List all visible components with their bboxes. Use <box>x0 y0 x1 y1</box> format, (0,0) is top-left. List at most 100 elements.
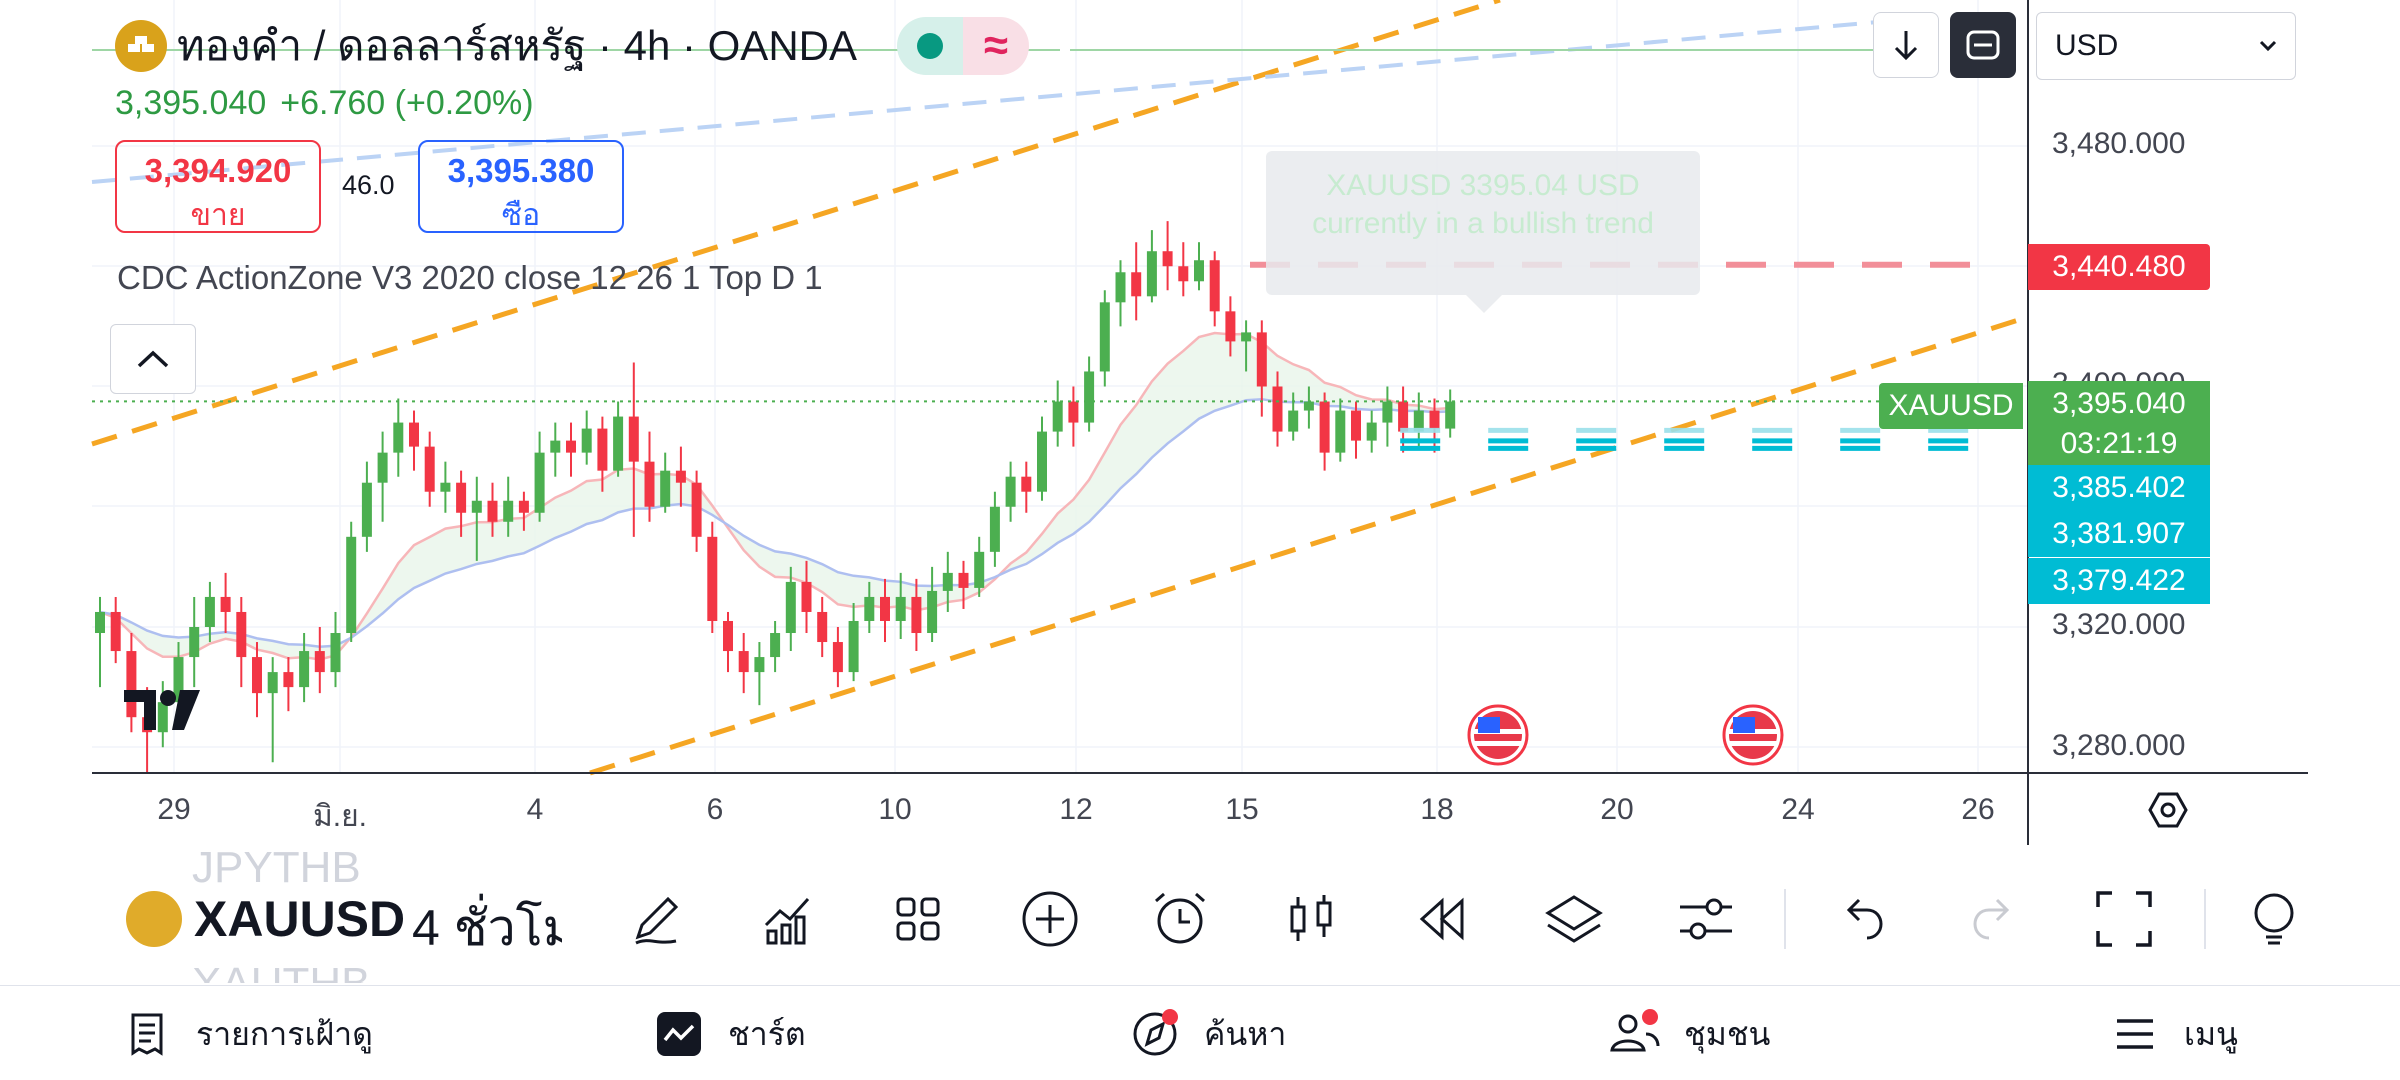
candle <box>832 627 843 688</box>
trend-tooltip: XAUUSD 3395.04 USD currently in a bullis… <box>1266 151 1700 313</box>
nav-label: เมนู <box>2184 1015 2238 1052</box>
idea-icon[interactable] <box>2242 885 2302 953</box>
nav-watchlist[interactable]: รายการเฝ้าดู <box>120 1006 373 1062</box>
candle-body <box>377 452 388 483</box>
add-icon[interactable] <box>1016 885 1084 953</box>
candle <box>958 560 969 609</box>
symbol-price-tag: XAUUSD <box>1879 383 2023 429</box>
candle-body <box>95 611 105 634</box>
indicators-icon[interactable] <box>754 885 822 953</box>
candle-body <box>958 572 969 588</box>
candle <box>409 410 419 471</box>
candle-body <box>393 422 404 453</box>
scroll-down-button[interactable] <box>1873 12 1939 78</box>
cyan-level-tag: 3,381.907 <box>2028 511 2210 557</box>
candle <box>330 611 341 688</box>
ema-fast-line <box>99 331 1451 661</box>
candle-body <box>126 651 137 718</box>
candle-body <box>110 611 121 652</box>
date-tick: 24 <box>1781 793 1815 826</box>
symbol-scroller-prev: JPYTHB <box>192 843 361 883</box>
candle <box>880 578 890 643</box>
date-tick: มิ.ย. <box>312 800 368 833</box>
candle-body <box>1178 266 1189 282</box>
nav-explore[interactable]: ค้นหา <box>1128 1006 1286 1062</box>
price-tick: 3,480.000 <box>2052 127 2186 160</box>
date-tick: 4 <box>526 793 544 826</box>
candle <box>1178 242 1189 297</box>
candle-body <box>1131 272 1142 297</box>
date-tick: 15 <box>1225 793 1259 826</box>
indicator-legend[interactable]: CDC ActionZone V3 2020 close 12 26 1 Top… <box>117 259 823 296</box>
candle-body <box>675 470 686 483</box>
candle-body <box>1209 260 1220 312</box>
candle <box>848 602 859 682</box>
fullscreen-icon[interactable] <box>2090 885 2158 953</box>
candle <box>550 422 561 477</box>
candle <box>95 596 105 688</box>
candle-body <box>644 461 655 507</box>
candle <box>252 642 262 718</box>
undo-icon[interactable] <box>1828 885 1896 953</box>
price-tick: 3,280.000 <box>2052 729 2186 762</box>
nav-community[interactable]: ชุมชน <box>1608 1006 1770 1062</box>
pencil-icon[interactable] <box>622 885 690 953</box>
replay-icon[interactable] <box>1408 885 1476 953</box>
candle <box>1068 386 1079 447</box>
community-icon <box>1608 1007 1662 1061</box>
candle <box>660 452 671 513</box>
candle <box>314 627 325 694</box>
alert-icon[interactable] <box>1146 885 1214 953</box>
symbol-selector[interactable]: XAUUSD <box>126 889 406 949</box>
fit-screen-button[interactable] <box>1950 12 2016 78</box>
collapse-legend-button[interactable] <box>110 324 196 394</box>
candle <box>1319 392 1330 471</box>
settings-icon[interactable] <box>1672 885 1740 953</box>
currency-select[interactable]: USD <box>2036 12 2296 80</box>
candle <box>707 521 718 634</box>
us-flag-event-icon <box>1467 704 1529 766</box>
notification-dot <box>1162 1009 1178 1025</box>
candle-body <box>1241 332 1252 342</box>
candle <box>817 596 828 658</box>
candle-body <box>1272 386 1283 432</box>
tooltip-line-2: currently in a bullish trend <box>1312 207 1654 240</box>
sell-button[interactable]: 3,394.920 ขาย <box>115 140 321 233</box>
candle-body <box>424 446 435 492</box>
redo-icon[interactable] <box>1960 885 2028 953</box>
gold-coin-icon <box>126 891 182 947</box>
candle <box>1382 386 1393 447</box>
candle <box>1194 242 1204 291</box>
chart-type-icon[interactable] <box>1278 885 1346 953</box>
buy-button[interactable]: 3,395.380 ซือ <box>418 140 624 233</box>
candle <box>1413 392 1424 447</box>
bottom-navigation: รายการเฝ้าดู ชาร์ต ค้นหา ชุมชน <box>0 985 2400 1080</box>
market-status-pill[interactable]: ≈ <box>897 17 1029 75</box>
templates-icon[interactable] <box>884 885 952 953</box>
symbol-header[interactable]: ทองคำ / ดอลลาร์สหรัฐ · 4h · OANDA ≈ <box>115 17 1029 75</box>
chart-settings-button[interactable] <box>2146 788 2190 832</box>
candle-body <box>1445 401 1456 429</box>
candle <box>487 482 498 537</box>
candle-body <box>252 657 262 694</box>
candle <box>346 521 357 643</box>
nav-label: รายการเฝ้าดู <box>196 1015 373 1052</box>
interval-selector[interactable]: 4 ชั่วโมง <box>412 900 562 949</box>
sell-label: ขาย <box>190 199 246 232</box>
candle <box>126 633 137 733</box>
chevron-up-icon <box>137 350 169 368</box>
layers-icon[interactable] <box>1540 885 1608 953</box>
candle-body <box>1115 272 1126 303</box>
candle-body <box>581 428 592 453</box>
toolbar-divider <box>2204 889 2206 949</box>
candle-body <box>770 633 781 658</box>
candle-body <box>1052 401 1063 432</box>
candle-body <box>1319 401 1330 453</box>
gold-logo-icon <box>115 20 167 72</box>
symbol-title[interactable]: ทองคำ / ดอลลาร์สหรัฐ · 4h · OANDA <box>177 22 857 69</box>
nav-menu[interactable]: เมนู <box>2108 1006 2238 1062</box>
tooltip-line-1: XAUUSD 3395.04 USD <box>1326 169 1640 202</box>
nav-chart[interactable]: ชาร์ต <box>652 1006 806 1062</box>
spread-value: 46.0 <box>342 170 395 200</box>
candle-body <box>173 657 184 703</box>
